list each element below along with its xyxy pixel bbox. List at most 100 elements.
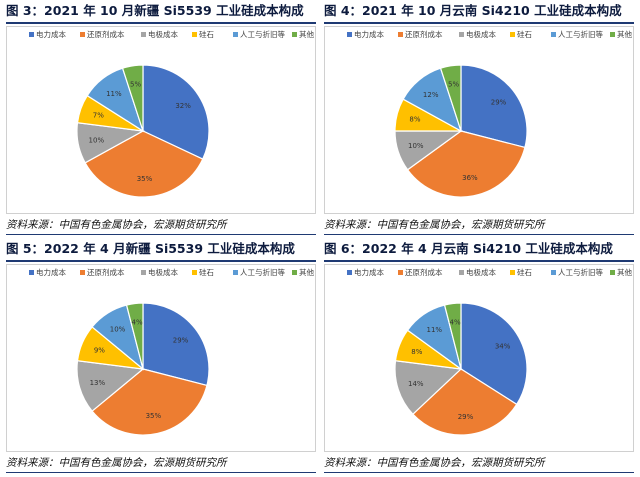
pie-slice-2 — [406, 130, 526, 198]
slice-data-label: 7% — [93, 111, 104, 119]
pie-slice-1 — [142, 64, 210, 160]
source-rule — [324, 472, 634, 473]
pie-slice-1 — [142, 302, 210, 387]
legend-swatch — [398, 32, 403, 37]
legend-label: 硅石 — [199, 29, 214, 39]
slice-data-label: 36% — [462, 174, 478, 182]
slice-data-label: 5% — [130, 81, 141, 89]
slice-data-label: 32% — [175, 102, 191, 110]
legend-label: 还原剂成本 — [405, 29, 443, 39]
slice-data-label: 8% — [411, 348, 422, 356]
legend-swatch — [192, 270, 197, 275]
pie-chart-svg: 电力成本 还原剂成本 电极成本 硅石 人工与折旧等 其他 32% 35% 10% 7% 11% 5% — [29, 29, 314, 198]
slice-data-label: 34% — [495, 343, 511, 351]
legend-label: 电极成本 — [148, 267, 178, 277]
legend-swatch — [610, 32, 615, 37]
legend-label: 电力成本 — [36, 29, 66, 39]
source-rule — [324, 234, 634, 235]
slice-data-label: 10% — [89, 136, 105, 144]
title-rule — [324, 22, 634, 24]
title-rule — [324, 260, 634, 262]
legend-swatch — [510, 32, 515, 37]
legend-label: 电极成本 — [148, 29, 178, 39]
legend-label: 人工与折旧等 — [240, 29, 285, 39]
legend-swatch — [551, 270, 556, 275]
source-rule — [6, 234, 316, 235]
legend-swatch — [192, 32, 197, 37]
pie-slice-6 — [125, 302, 144, 370]
legend-swatch — [510, 270, 515, 275]
legend-label: 电极成本 — [466, 29, 496, 39]
pie-chart-svg: 电力成本 还原剂成本 电极成本 硅石 人工与折旧等 其他 29% 36% 10% 8% 12% 5% — [347, 29, 632, 198]
legend-swatch — [29, 32, 34, 37]
pie-slice-6 — [121, 64, 144, 132]
chart-title: 图 5：2022 年 4 月新疆 Si5539 工业硅成本构成 — [6, 241, 295, 256]
chart-title: 图 3：2021 年 10 月新疆 Si5539 工业硅成本构成 — [6, 3, 304, 18]
pie-slice-1 — [460, 64, 528, 149]
legend-label: 人工与折旧等 — [558, 29, 603, 39]
source-note: 资料来源：中国有色金属协会，宏源期货研究所 — [6, 457, 227, 469]
legend-swatch — [347, 270, 352, 275]
pie-slice-6 — [439, 64, 462, 132]
pie-chart-svg: 电力成本 还原剂成本 电极成本 硅石 人工与折旧等 其他 29% 35% 13% 9% 10% 4% — [29, 267, 314, 436]
legend-swatch — [551, 32, 556, 37]
slice-data-label: 4% — [131, 318, 142, 326]
legend-label: 硅石 — [199, 267, 214, 277]
source-note: 资料来源：中国有色金属协会，宏源期货研究所 — [324, 457, 545, 469]
pie-chart: 电力成本 还原剂成本 电极成本 硅石 人工与折旧等 其他 32% 35% 10% 7% 11% 5% — [6, 26, 316, 214]
slice-data-label: 11% — [427, 326, 443, 334]
pie-slice-2 — [412, 368, 518, 436]
legend-label: 电力成本 — [354, 267, 384, 277]
legend-swatch — [141, 270, 146, 275]
legend-swatch — [398, 270, 403, 275]
legend-swatch — [141, 32, 146, 37]
pie-chart-svg: 电力成本 还原剂成本 电极成本 硅石 人工与折旧等 其他 34% 29% 14% 8% 11% 4% — [347, 267, 632, 436]
pie-chart: 电力成本 还原剂成本 电极成本 硅石 人工与折旧等 其他 34% 29% 14% 8% 11% 4% — [324, 264, 634, 452]
legend-swatch — [80, 32, 85, 37]
slice-data-label: 10% — [110, 325, 126, 333]
pie-slice-2 — [84, 130, 204, 198]
slice-data-label: 10% — [408, 142, 424, 150]
legend-label: 还原剂成本 — [87, 267, 125, 277]
legend-label: 电力成本 — [354, 29, 384, 39]
slice-data-label: 29% — [173, 336, 189, 344]
legend-label: 硅石 — [517, 29, 532, 39]
chart-panel-3: 图 5：2022 年 4 月新疆 Si5539 工业硅成本构成 电力成本 还原剂成… — [6, 238, 316, 474]
pie-slice-3 — [394, 360, 463, 416]
legend-label: 还原剂成本 — [87, 29, 125, 39]
slice-data-label: 14% — [408, 380, 424, 388]
legend-label: 电极成本 — [466, 267, 496, 277]
chart-panel-4: 图 6：2022 年 4 月云南 Si4210 工业硅成本构成 电力成本 还原剂成… — [324, 238, 634, 474]
slice-data-label: 13% — [90, 379, 106, 387]
legend-label: 人工与折旧等 — [240, 267, 285, 277]
legend-label: 其他 — [299, 267, 314, 277]
pie-chart: 电力成本 还原剂成本 电极成本 硅石 人工与折旧等 其他 29% 36% 10% 8% 12% 5% — [324, 26, 634, 214]
legend-label: 电力成本 — [36, 267, 66, 277]
pie-slice-6 — [443, 302, 462, 370]
legend-swatch — [292, 270, 297, 275]
legend-swatch — [233, 32, 238, 37]
legend-swatch — [233, 270, 238, 275]
pie-chart: 电力成本 还原剂成本 电极成本 硅石 人工与折旧等 其他 29% 35% 13% 9% 10% 4% — [6, 264, 316, 452]
slice-data-label: 35% — [146, 412, 162, 420]
source-note: 资料来源：中国有色金属协会，宏源期货研究所 — [324, 219, 545, 231]
slice-data-label: 29% — [458, 413, 474, 421]
slice-data-label: 35% — [137, 175, 153, 183]
legend-swatch — [80, 270, 85, 275]
chart-title: 图 4：2021 年 10 月云南 Si4210 工业硅成本构成 — [324, 3, 622, 18]
legend-swatch — [610, 270, 615, 275]
slice-data-label: 5% — [448, 81, 459, 89]
legend-swatch — [292, 32, 297, 37]
slice-data-label: 4% — [449, 318, 460, 326]
slice-data-label: 9% — [94, 347, 105, 355]
chart-panel-2: 图 4：2021 年 10 月云南 Si4210 工业硅成本构成 电力成本 还原剂… — [324, 0, 634, 236]
title-rule — [6, 22, 316, 24]
slice-data-label: 12% — [423, 91, 439, 99]
title-rule — [6, 260, 316, 262]
legend-label: 其他 — [617, 29, 632, 39]
pie-slice-2 — [91, 368, 208, 436]
legend-label: 其他 — [617, 267, 632, 277]
source-rule — [6, 472, 316, 473]
chart-panel-1: 图 3：2021 年 10 月新疆 Si5539 工业硅成本构成 电力成本 还原剂… — [6, 0, 316, 236]
slice-data-label: 29% — [491, 98, 507, 106]
